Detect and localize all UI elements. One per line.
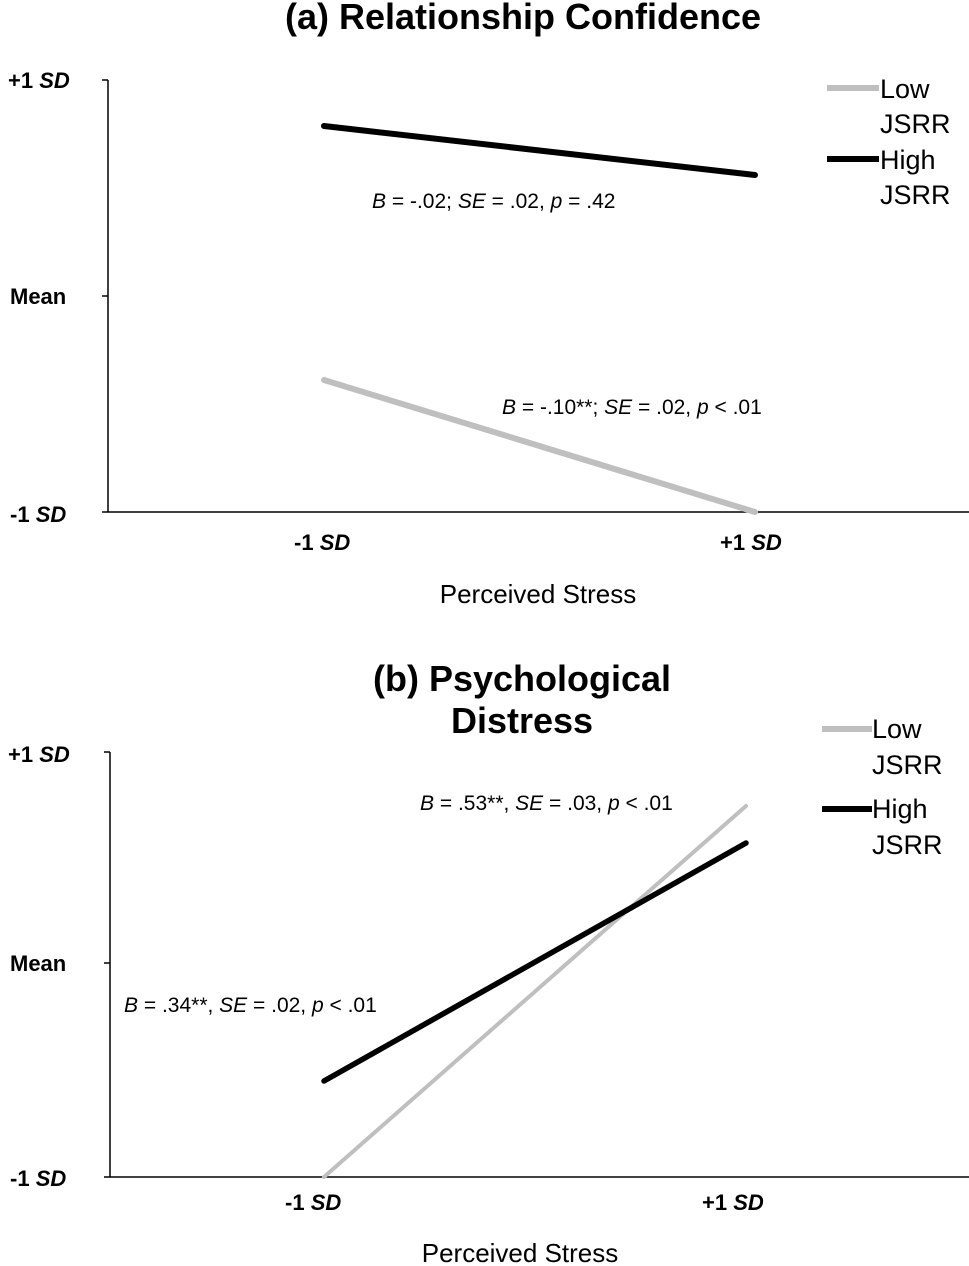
chart-b-xtick-label-minus: -1 SD <box>285 1190 341 1215</box>
chart-b-legend: Low JSRR High JSRR <box>822 714 943 860</box>
chart-b-xtick-label-plus: +1 SD <box>702 1190 764 1215</box>
chart-a-annotation-low: B = -.10**; SE = .02, p < .01 <box>502 396 762 419</box>
chart-b-title: (b) Psychological Distress <box>322 658 722 742</box>
chart-b: +1 SD Mean -1 SD -1 SD +1 SD Perceived S… <box>8 714 969 1266</box>
legend-label-high-2: JSRR <box>872 830 943 860</box>
chart-b-annotation-low: B = .53**, SE = .03, p < .01 <box>420 792 673 815</box>
chart-b-ytick-label-plus: +1 SD <box>8 742 70 767</box>
chart-b-ytick-label-minus: -1 SD <box>10 1166 66 1191</box>
chart-a-annotation-high: B = -.02; SE = .02, p = .42 <box>372 190 615 213</box>
chart-a-series-high <box>321 123 758 178</box>
chart-b-series-high <box>321 840 749 1084</box>
chart-b-x-axis-label: Perceived Stress <box>422 1238 619 1266</box>
chart-a-x-axis-label: Perceived Stress <box>440 579 637 609</box>
legend-label-high: High <box>872 794 928 824</box>
chart-b-title-line-2: Distress <box>450 700 594 741</box>
legend-label-high: High <box>880 145 936 175</box>
chart-a-ytick-label-mean: Mean <box>10 284 66 309</box>
legend-label-low: Low <box>872 714 922 744</box>
legend-label-low: Low <box>880 74 930 104</box>
chart-b-series-low <box>322 804 748 1179</box>
chart-a-xtick-label-minus: -1 SD <box>294 530 350 555</box>
chart-b-annotation-high: B = .34**, SE = .02, p < .01 <box>124 994 377 1017</box>
legend-label-low-2: JSRR <box>872 750 943 780</box>
legend-label-high-2: JSRR <box>880 180 951 210</box>
chart-a-ytick-label-plus: +1 SD <box>8 68 70 93</box>
chart-a: +1 SD Mean -1 SD -1 SD +1 SD Perceived S… <box>8 68 969 609</box>
chart-a-title: (a) Relationship Confidence <box>284 0 762 37</box>
chart-a-legend: Low JSRR High JSRR <box>827 74 951 210</box>
chart-a-ytick-label-minus: -1 SD <box>10 502 66 527</box>
chart-a-xtick-label-plus: +1 SD <box>720 530 782 555</box>
chart-b-ytick-label-mean: Mean <box>10 951 66 976</box>
chart-b-title-line-1: (b) Psychological <box>372 658 672 699</box>
chart-a-series-low <box>321 377 758 515</box>
legend-label-low-2: JSRR <box>880 109 951 139</box>
